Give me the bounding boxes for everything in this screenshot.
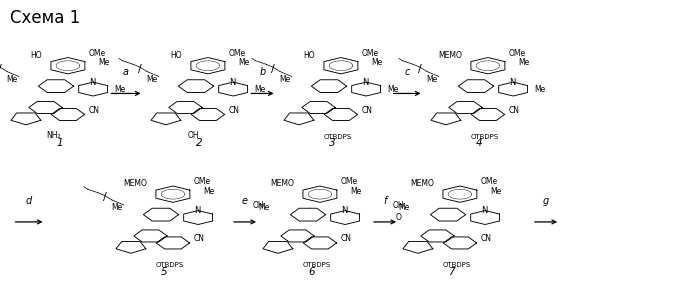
Text: c: c [405,67,409,77]
Text: N: N [341,206,347,215]
Text: CN: CN [194,234,205,243]
Text: 6: 6 [308,267,315,277]
Text: g: g [543,196,549,206]
Text: Me: Me [279,75,290,84]
Text: 5: 5 [161,267,168,277]
Text: e: e [242,196,248,206]
Text: Me: Me [111,204,122,212]
Text: Me: Me [114,86,125,94]
Text: CN: CN [89,106,100,115]
Text: CN: CN [509,106,520,115]
Text: /: / [138,64,142,74]
Text: b: b [260,67,265,77]
Text: Me: Me [203,187,214,196]
Text: Me: Me [490,187,501,196]
Text: f: f [384,196,386,206]
Text: Me: Me [146,75,158,84]
Text: /: / [418,64,422,74]
Text: HO: HO [303,51,315,60]
Text: CN: CN [341,234,352,243]
Text: 3: 3 [329,138,336,148]
Text: OTBDPS: OTBDPS [303,262,331,268]
Text: N: N [229,78,235,87]
Text: HO: HO [170,51,182,60]
Text: OMe: OMe [509,49,526,58]
Text: Me: Me [238,58,249,67]
Text: OH: OH [188,131,199,140]
Text: N: N [362,78,368,87]
Text: CN: CN [362,106,373,115]
Text: Me: Me [258,204,270,212]
Text: Me: Me [398,204,409,212]
Text: CN: CN [481,234,492,243]
Text: /: / [0,64,2,74]
Text: OMe: OMe [481,177,498,186]
Text: OH: OH [252,201,264,210]
Text: MEMO: MEMO [438,51,462,60]
Text: Me: Me [98,58,109,67]
Text: Me: Me [534,86,545,94]
Text: Me: Me [350,187,361,196]
Text: 2: 2 [196,138,203,148]
Text: OMe: OMe [229,49,246,58]
Text: N: N [194,206,200,215]
Text: 7: 7 [448,267,455,277]
Text: MEMO: MEMO [123,180,147,188]
Text: MEMO: MEMO [270,180,294,188]
Text: Me: Me [426,75,438,84]
Text: Me: Me [6,75,18,84]
Text: d: d [26,196,32,206]
Text: N: N [89,78,95,87]
Text: N: N [481,206,487,215]
Text: OTBDPS: OTBDPS [471,134,499,140]
Text: CN: CN [229,106,240,115]
Text: Me: Me [254,86,265,94]
Text: NH₂: NH₂ [47,131,61,140]
Text: OMe: OMe [341,177,358,186]
Text: Схема 1: Схема 1 [10,9,80,27]
Text: OMe: OMe [362,49,379,58]
Text: MEMO: MEMO [410,180,434,188]
Text: N: N [509,78,515,87]
Text: /: / [103,192,107,202]
Text: OTBDPS: OTBDPS [443,262,471,268]
Text: OMe: OMe [89,49,106,58]
Text: HO: HO [30,51,42,60]
Text: OH: OH [392,201,404,210]
Text: OTBDPS: OTBDPS [156,262,184,268]
Text: Me: Me [387,86,398,94]
Text: 4: 4 [476,138,483,148]
Text: OMe: OMe [194,177,211,186]
Text: Me: Me [518,58,529,67]
Text: /: / [271,64,275,74]
Text: O: O [395,213,401,222]
Text: OTBDPS: OTBDPS [324,134,352,140]
Text: a: a [123,67,129,77]
Text: 1: 1 [56,138,63,148]
Text: Me: Me [371,58,382,67]
